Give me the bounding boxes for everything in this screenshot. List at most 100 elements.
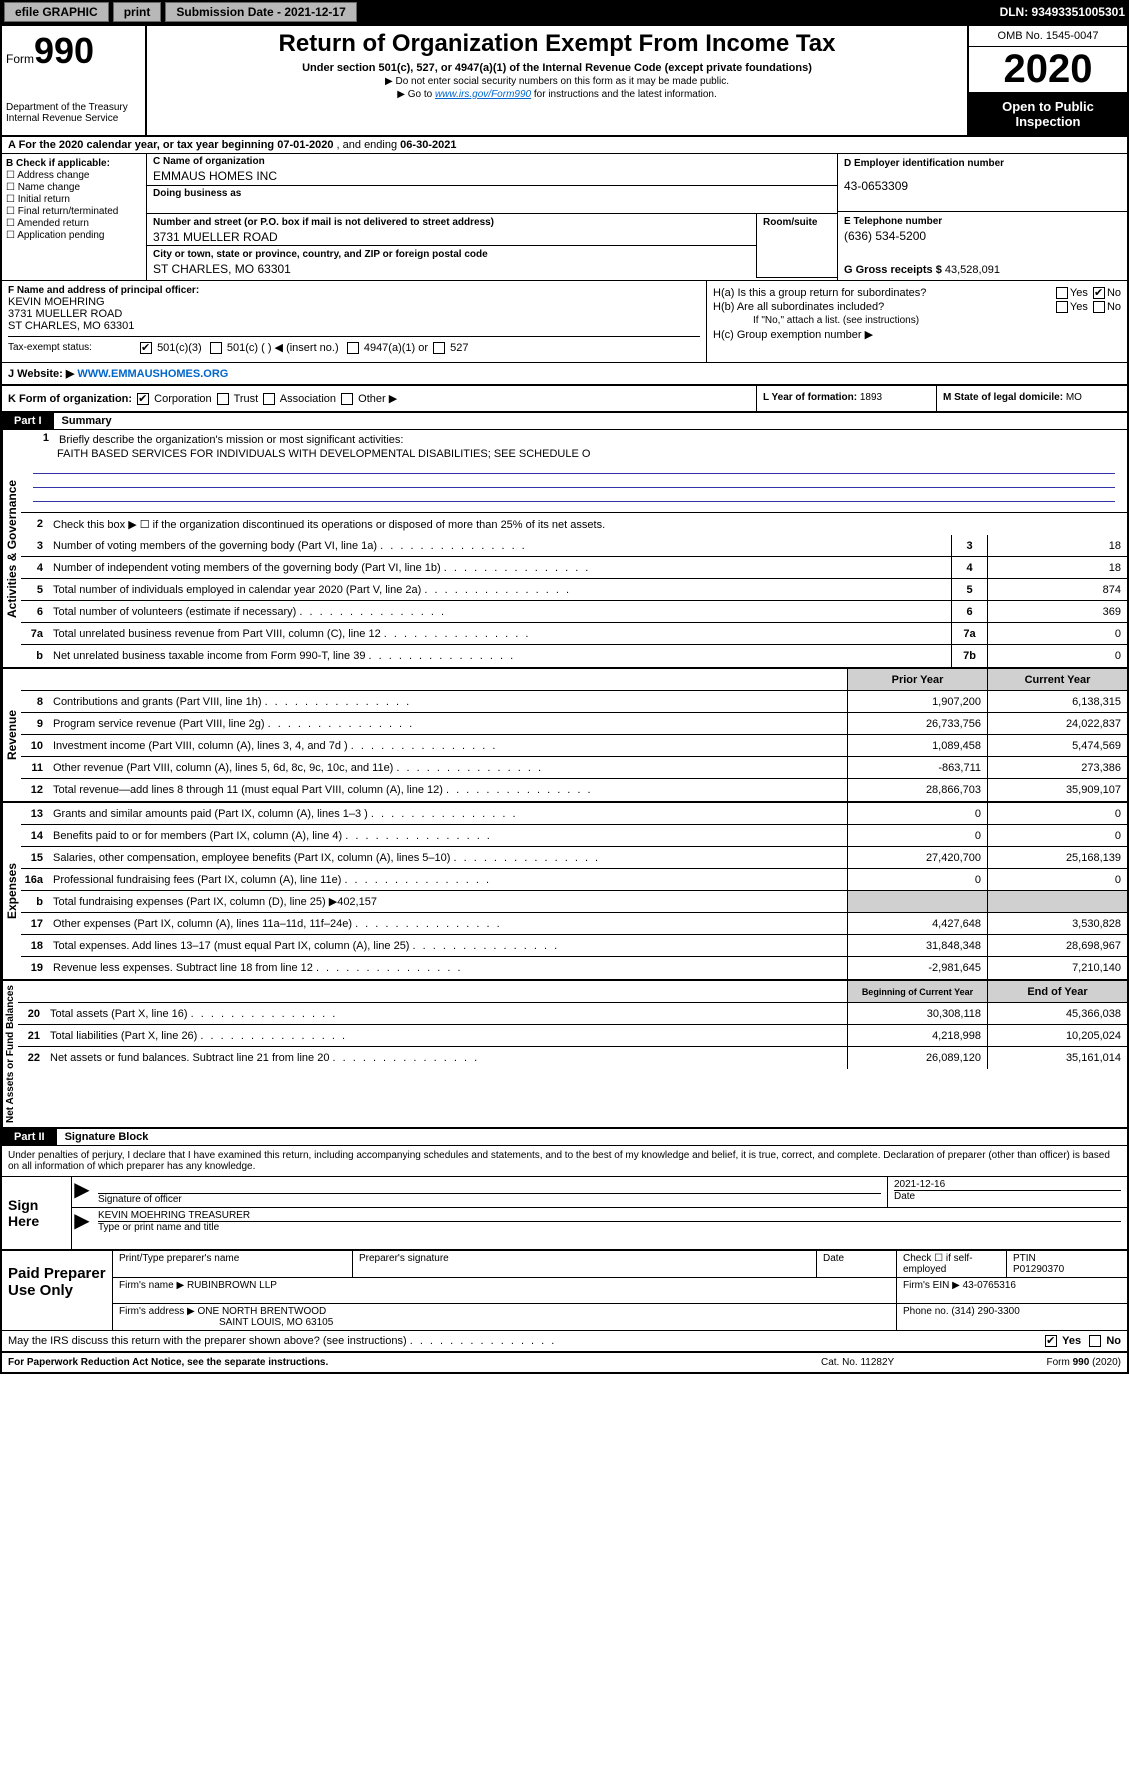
line-num: b bbox=[21, 896, 49, 908]
rowa-mid: , and ending bbox=[337, 139, 401, 151]
tax-status-label: Tax-exempt status: bbox=[8, 342, 138, 353]
line-text: Total liabilities (Part X, line 26) bbox=[46, 1028, 847, 1044]
website-link[interactable]: WWW.EMMAUSHOMES.ORG bbox=[77, 368, 228, 380]
arrow-icon: ▶ bbox=[72, 1208, 92, 1235]
line-text: Total fundraising expenses (Part IX, col… bbox=[49, 893, 847, 910]
firm-val: RUBINBROWN LLP bbox=[187, 1280, 277, 1291]
hb-no[interactable] bbox=[1093, 301, 1105, 313]
arrow-icon: ▶ bbox=[72, 1177, 92, 1207]
chk-name-change[interactable]: ☐ Name change bbox=[6, 182, 142, 193]
prior-year-val: 27,420,700 bbox=[847, 847, 987, 868]
discuss-yes[interactable]: Yes bbox=[1043, 1335, 1081, 1347]
discuss-no[interactable]: No bbox=[1087, 1335, 1121, 1347]
prior-year-val: 26,733,756 bbox=[847, 713, 987, 734]
line-text: Other expenses (Part IX, column (A), lin… bbox=[49, 916, 847, 932]
sig-officer-cell: Signature of officer bbox=[92, 1177, 887, 1207]
side-rev: Revenue bbox=[2, 669, 21, 801]
current-year-val: 28,698,967 bbox=[987, 935, 1127, 956]
prior-year-val: 1,907,200 bbox=[847, 691, 987, 712]
line-num: 9 bbox=[21, 718, 49, 730]
current-year-val: 10,205,024 bbox=[987, 1025, 1127, 1046]
summary-gov: Activities & Governance 1Briefly describ… bbox=[2, 430, 1127, 669]
chk-other[interactable]: Other ▶ bbox=[339, 393, 397, 405]
form-main: Form990 Department of the Treasury Inter… bbox=[0, 24, 1129, 1374]
street-label: Number and street (or P.O. box if mail i… bbox=[153, 217, 494, 228]
officer-name: KEVIN MOEHRING bbox=[8, 296, 700, 308]
prior-year-val: 30,308,118 bbox=[847, 1003, 987, 1024]
line-text: Net unrelated business taxable income fr… bbox=[49, 648, 951, 664]
line-num: 21 bbox=[18, 1030, 46, 1042]
firm-addr2: SAINT LOUIS, MO 63105 bbox=[119, 1317, 890, 1328]
chk-501c3[interactable]: 501(c)(3) bbox=[138, 342, 202, 354]
prior-year-val: 4,427,648 bbox=[847, 913, 987, 934]
part1-header: Part I Summary bbox=[2, 413, 1127, 430]
current-year-val: 35,909,107 bbox=[987, 779, 1127, 801]
current-year-val: 273,386 bbox=[987, 757, 1127, 778]
sum-line: 10 Investment income (Part VIII, column … bbox=[21, 735, 1127, 757]
prior-year-val: 0 bbox=[847, 825, 987, 846]
self-emp-hdr: Check ☐ if self-employed bbox=[897, 1251, 1007, 1277]
chk-trust[interactable]: Trust bbox=[215, 393, 259, 405]
current-year-val: 3,530,828 bbox=[987, 913, 1127, 934]
line-text: Total revenue—add lines 8 through 11 (mu… bbox=[49, 782, 847, 798]
sum-line: 14 Benefits paid to or for members (Part… bbox=[21, 825, 1127, 847]
c-name-label: C Name of organization bbox=[153, 156, 831, 167]
firm-name-cell: Firm's name ▶ RUBINBROWN LLP bbox=[113, 1278, 897, 1303]
firm-addr: ONE NORTH BRENTWOOD bbox=[198, 1306, 327, 1317]
ein-val: 43-0653309 bbox=[844, 179, 1121, 193]
chk-4947[interactable]: 4947(a)(1) or bbox=[345, 342, 428, 354]
sum-line: 12 Total revenue—add lines 8 through 11 … bbox=[21, 779, 1127, 801]
gross-label: G Gross receipts $ bbox=[844, 264, 942, 276]
sum-line: 13 Grants and similar amounts paid (Part… bbox=[21, 803, 1127, 825]
chk-pending[interactable]: ☐ Application pending bbox=[6, 230, 142, 241]
chk-address-change[interactable]: ☐ Address change bbox=[6, 170, 142, 181]
summary-exp: Expenses 13 Grants and similar amounts p… bbox=[2, 803, 1127, 981]
part2-title: Signature Block bbox=[57, 1129, 157, 1145]
preparer-name-hdr: Print/Type preparer's name bbox=[113, 1251, 353, 1277]
line-num: 19 bbox=[21, 962, 49, 974]
chk-501c[interactable]: 501(c) ( ) ◀ (insert no.) bbox=[208, 341, 339, 354]
chk-amended[interactable]: ☐ Amended return bbox=[6, 218, 142, 229]
ein-label2: Firm's EIN ▶ bbox=[903, 1280, 960, 1291]
form-prefix: Form bbox=[6, 52, 34, 66]
form-title: Return of Organization Exempt From Incom… bbox=[155, 30, 959, 58]
hb-yes[interactable] bbox=[1056, 301, 1068, 313]
line-box: 7a bbox=[951, 623, 987, 644]
chk-corp[interactable]: Corporation bbox=[135, 393, 212, 405]
line-box: 6 bbox=[951, 601, 987, 622]
form-header: Form990 Department of the Treasury Inter… bbox=[2, 26, 1127, 137]
form-number-box: Form990 Department of the Treasury Inter… bbox=[2, 26, 147, 135]
sum-line: 3 Number of voting members of the govern… bbox=[21, 535, 1127, 557]
col-de: D Employer identification number 43-0653… bbox=[837, 154, 1127, 280]
tel-val: (636) 534-5200 bbox=[844, 229, 1121, 243]
prior-year-val: 28,866,703 bbox=[847, 779, 987, 801]
sum-line: 7a Total unrelated business revenue from… bbox=[21, 623, 1127, 645]
line-text: Program service revenue (Part VIII, line… bbox=[49, 716, 847, 732]
line-num: 11 bbox=[21, 762, 49, 774]
efile-button[interactable]: efile GRAPHIC bbox=[4, 2, 109, 22]
irs-link[interactable]: www.irs.gov/Form990 bbox=[435, 89, 531, 100]
d-ein-cell: D Employer identification number 43-0653… bbox=[838, 154, 1127, 212]
chk-final[interactable]: ☐ Final return/terminated bbox=[6, 206, 142, 217]
ha-no[interactable] bbox=[1093, 287, 1105, 299]
chk-initial[interactable]: ☐ Initial return bbox=[6, 194, 142, 205]
l-val: 1893 bbox=[860, 392, 882, 403]
prior-year-val bbox=[847, 891, 987, 912]
col-f: F Name and address of principal officer:… bbox=[2, 281, 707, 362]
irs-label: Internal Revenue Service bbox=[6, 113, 141, 124]
section-bcdeg: B Check if applicable: ☐ Address change … bbox=[2, 154, 1127, 281]
line-text: Total assets (Part X, line 16) bbox=[46, 1006, 847, 1022]
hb-yn: Yes No bbox=[1054, 301, 1121, 313]
chk-assoc[interactable]: Association bbox=[261, 393, 336, 405]
side-gov: Activities & Governance bbox=[2, 430, 21, 667]
line-box: 5 bbox=[951, 579, 987, 600]
firm-addr-cell: Firm's address ▶ ONE NORTH BRENTWOOD SAI… bbox=[113, 1304, 897, 1330]
print-button[interactable]: print bbox=[113, 2, 162, 22]
ha-yes[interactable] bbox=[1056, 287, 1068, 299]
line-val: 0 bbox=[987, 645, 1127, 667]
chk-527[interactable]: 527 bbox=[431, 342, 468, 354]
prior-year-val: 1,089,458 bbox=[847, 735, 987, 756]
prior-year-val: 0 bbox=[847, 803, 987, 824]
line-num: 15 bbox=[21, 852, 49, 864]
sig-officer-label: Signature of officer bbox=[98, 1193, 881, 1205]
